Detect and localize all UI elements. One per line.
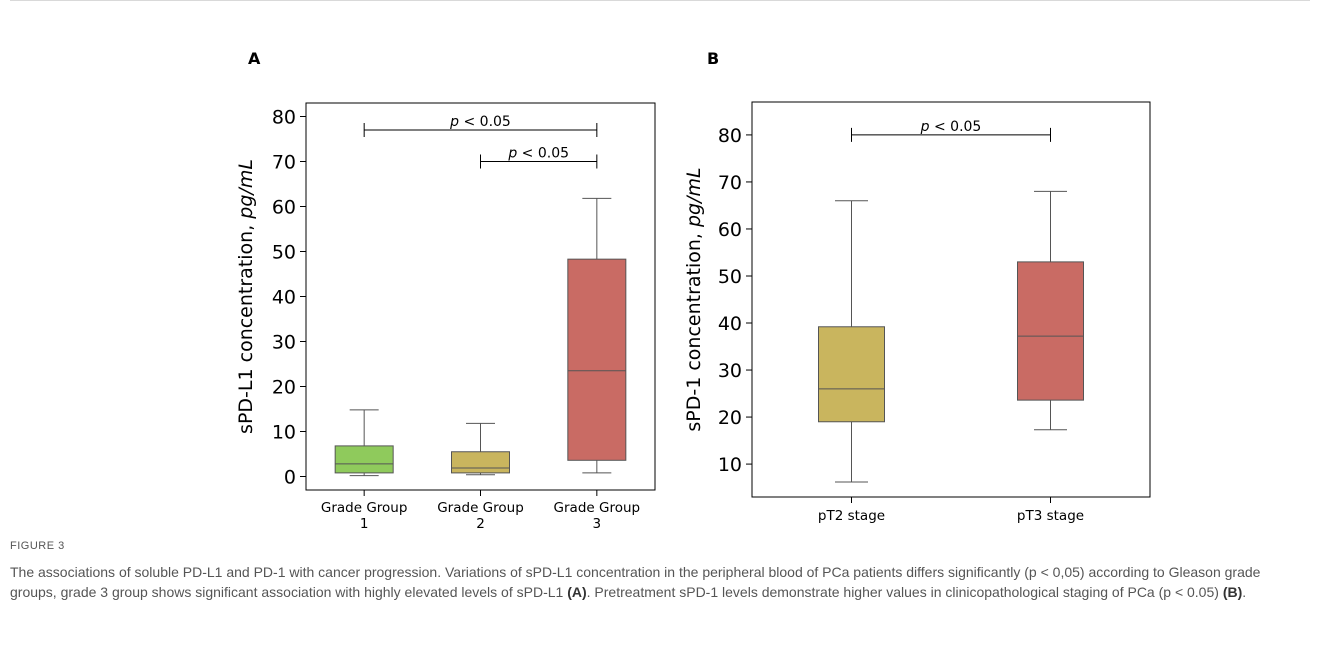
box-2 [451,422,510,476]
x-tick-label-line: Grade Group [321,500,408,516]
y-tick-label: 40 [272,287,296,309]
y-tick-label: 10 [272,422,296,444]
x-tick-label: pT2 stage [818,508,885,524]
y-axis-label: sPD-1 concentration, pg/mL [683,167,705,431]
figure-caption: FIGURE 3 The associations of soluble PD-… [10,540,1310,602]
y-tick-label: 30 [718,360,742,382]
iqr-box [1017,261,1084,401]
y-axis-label: sPD-L1 concentration, pg/mL [235,159,257,434]
y-tick-label: 10 [718,454,742,476]
y-tick-label: 0 [284,467,296,489]
significance-bracket: p < 0.05 [851,119,1051,142]
significance-bracket: p < 0.05 [480,146,598,169]
y-axis-label-text: sPD-1 concentration, [683,227,705,432]
x-tick-label-line: 2 [476,516,485,530]
x-tick-label: Grade Group 3 [554,500,641,530]
panel-a: A 0 10 20 30 40 50 60 70 80 sPD-L1 concentration, … [235,49,656,530]
iqr-box [451,451,510,474]
p-value-label: p < 0.05 [920,119,982,135]
iqr-box [818,326,885,423]
top-divider [10,0,1310,1]
y-tick-label: 80 [718,125,742,147]
y-tick-label: 40 [718,313,742,335]
y-tick-label: 80 [272,107,296,129]
y-tick-label: 60 [272,197,296,219]
x-tick-label-line: pT3 stage [1017,508,1084,524]
box-3 [567,197,627,474]
caption-text-mid: . Pretreatment sPD-1 levels demonstrate … [586,584,1223,600]
y-tick-label: 20 [272,377,296,399]
box-1 [334,409,394,477]
plot-frame [751,101,1151,498]
y-tick-label: 50 [718,266,742,288]
box-2 [1017,190,1084,431]
y-tick-label: 60 [718,219,742,241]
x-tick-label: pT3 stage [1017,508,1084,524]
y-tick-label: 70 [272,152,296,174]
x-tick-label: Grade Group 1 [321,500,408,530]
y-tick-label: 70 [718,172,742,194]
panel-letter: A [248,49,261,68]
caption-text: The associations of soluble PD-L1 and PD… [10,562,1310,602]
y-axis-label-text: sPD-L1 concentration, [235,219,257,434]
panel-b: B 10 20 30 40 50 60 70 80 sPD-1 concentration, pg… [683,49,1151,524]
iqr-box [334,445,394,474]
p-value-label: p < 0.05 [449,114,511,130]
y-tick-label: 50 [272,242,296,264]
p-symbol: p [920,119,930,135]
y-tick-label: 30 [272,332,296,354]
x-tick-label-line: Grade Group [554,500,641,516]
x-tick-label-line: 1 [360,516,369,530]
x-tick-label: Grade Group 2 [437,500,524,530]
p-threshold: < 0.05 [930,119,982,135]
p-symbol: p [507,146,517,162]
caption-ref-b: (B) [1222,584,1243,600]
p-threshold: < 0.05 [459,114,511,130]
p-symbol: p [449,114,459,130]
x-tick-label-line: Grade Group [437,500,524,516]
panel-letter: B [707,49,719,68]
significance-bracket: p < 0.05 [363,114,598,137]
p-threshold: < 0.05 [517,146,569,162]
caption-ref-a: (A) [567,584,587,600]
y-axis-label-unit: pg/mL [683,167,705,228]
x-tick-label-line: pT2 stage [818,508,885,524]
iqr-box [567,258,627,461]
figure-label: FIGURE 3 [10,540,65,552]
p-value-label: p < 0.05 [507,146,569,162]
caption-text-end: . [1242,584,1247,600]
figure-panels: A 0 10 20 30 40 50 60 70 80 sPD-L1 concentration, … [235,49,1151,530]
caption-text-main: The associations of soluble PD-L1 and PD… [10,564,1261,600]
y-tick-label: 20 [718,407,742,429]
x-tick-label-line: 3 [593,516,602,530]
y-axis-label-unit: pg/mL [235,159,257,220]
box-1 [818,200,885,483]
